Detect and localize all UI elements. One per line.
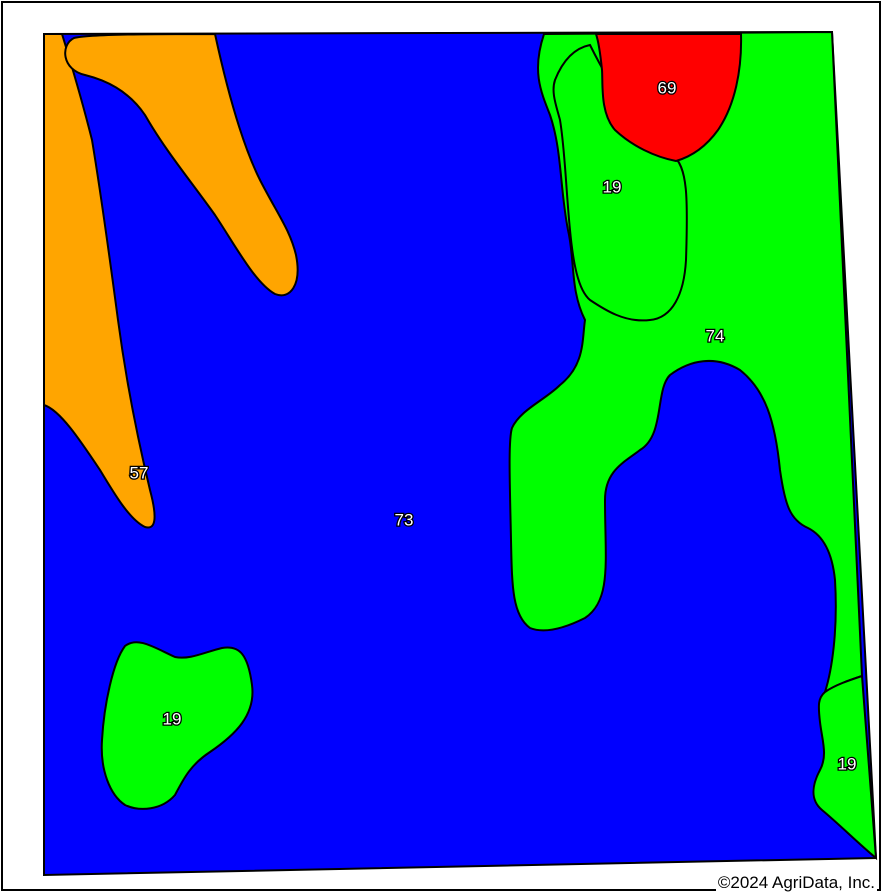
soil-polygon-19-bottom-left[interactable] — [100, 641, 254, 810]
soil-label-69: 69 — [658, 78, 677, 97]
soil-label-74: 74 — [706, 326, 725, 345]
soil-polygon-57-strip[interactable] — [43, 33, 156, 529]
soil-label-73: 73 — [395, 510, 414, 529]
soil-label-19-top: 19 — [603, 177, 622, 196]
soil-polygon-57-finger[interactable] — [64, 32, 299, 297]
copyright-notice: ©2024 AgriData, Inc. — [715, 873, 877, 893]
soil-label-19-bottom-left: 19 — [163, 709, 182, 728]
soil-label-57: 57 — [130, 463, 149, 482]
soil-polygon-19-bottom-right[interactable] — [812, 674, 878, 861]
soil-polygon-69[interactable] — [594, 33, 743, 163]
soil-label-19-bottom-right: 19 — [838, 754, 857, 773]
